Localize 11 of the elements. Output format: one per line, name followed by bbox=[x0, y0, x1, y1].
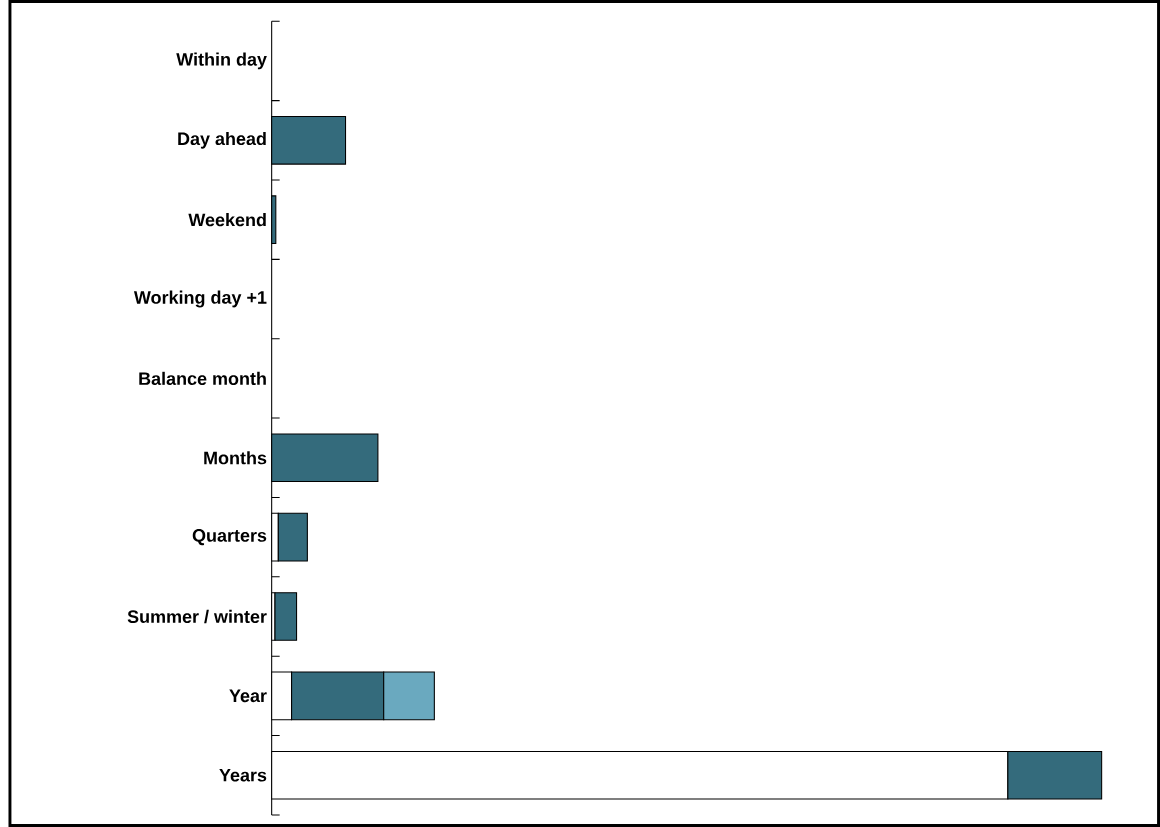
y-tick-label: Year bbox=[229, 689, 267, 703]
y-tick-label: Summer / winter bbox=[127, 609, 267, 624]
y-tick-label: Day ahead bbox=[178, 131, 266, 149]
y-tick-label: Quarters bbox=[192, 529, 267, 546]
y-tick-label: Weekend bbox=[188, 213, 266, 227]
y-tick-label: Working day +1 bbox=[133, 290, 267, 308]
y-tick-label: Years bbox=[219, 769, 267, 782]
y-tick-label: Months bbox=[204, 451, 267, 465]
y-tick-label: Within day bbox=[176, 52, 267, 70]
y-tick-label: Balance month bbox=[139, 371, 266, 386]
bar bbox=[274, 592, 298, 641]
